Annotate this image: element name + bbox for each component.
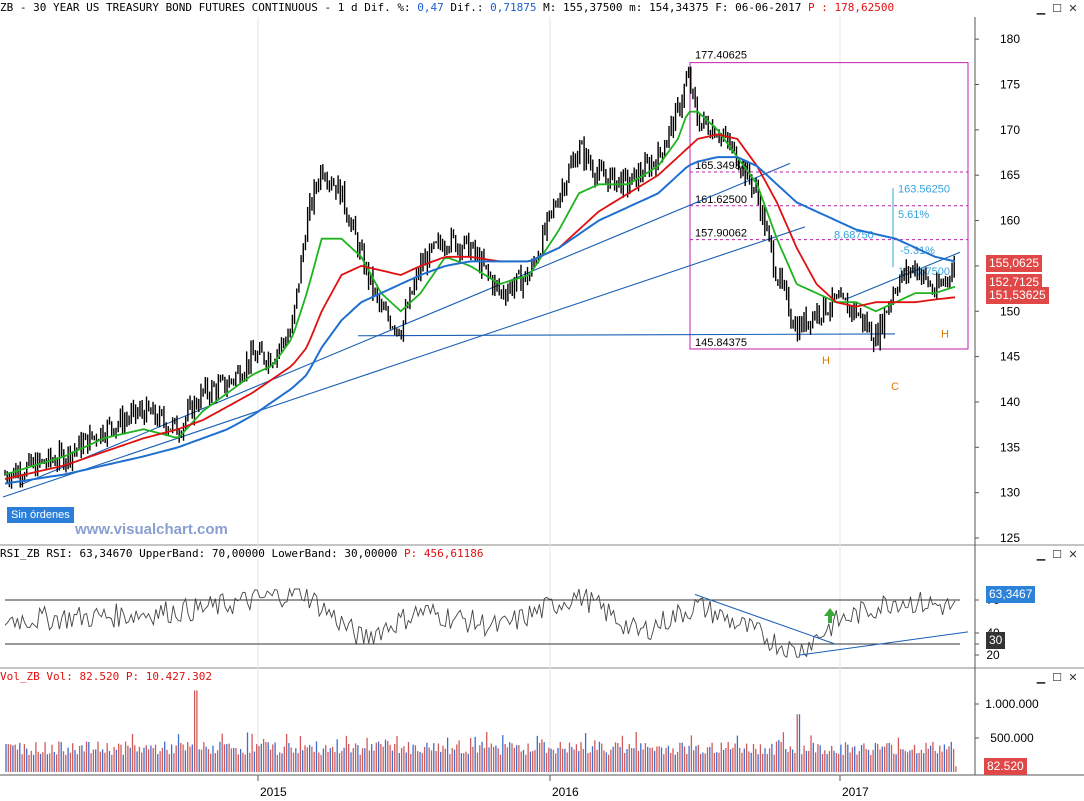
- red-ma-badge: 151,53625: [986, 287, 1049, 304]
- up-arrow-icon: [824, 608, 836, 623]
- header-p: 178,62500: [834, 1, 895, 14]
- y-tick-label: 145: [1000, 350, 1020, 364]
- support-line: [357, 333, 896, 337]
- y-tick-label: 175: [1000, 78, 1020, 92]
- vol-bars: [5, 690, 957, 772]
- rsi-minimize-icon[interactable]: ▁: [1036, 547, 1046, 561]
- vol-header-text: Vol_ZB Vol: 82.520: [0, 670, 126, 683]
- rsi-maximize-icon[interactable]: ☐: [1052, 547, 1062, 561]
- rsi-tick-label: 20: [986, 648, 1000, 662]
- vol-tick-label: 1.000.000: [985, 697, 1039, 711]
- header-max: 155,37500: [562, 1, 623, 14]
- header-p-label: P :: [801, 1, 835, 14]
- y-tick-label: 125: [1000, 531, 1020, 545]
- vol-header: Vol_ZB Vol: 82.520 P: 10.427.302: [0, 669, 1040, 685]
- y-tick-label: 170: [1000, 123, 1020, 137]
- rsi-header-p: P: 456,61186: [403, 547, 484, 560]
- rsi-header: RSI_ZB RSI: 63,34670 UpperBand: 70,00000…: [0, 546, 1040, 562]
- x-tick-label: 2017: [842, 785, 869, 799]
- rsi-line: [4, 587, 956, 658]
- fib-label: 161.62500: [695, 194, 747, 206]
- y-tick-label: 130: [1000, 486, 1020, 500]
- header-min-label: m:: [622, 1, 650, 14]
- annotation-c: C: [891, 381, 899, 393]
- close-icon[interactable]: ✕: [1068, 1, 1078, 15]
- vol-minimize-icon[interactable]: ▁: [1036, 670, 1046, 684]
- ma-green-line: [4, 110, 956, 476]
- y-tick-label: 150: [1000, 304, 1020, 318]
- price-badge: 155,0625: [986, 255, 1043, 272]
- annotation-h1: H: [822, 355, 830, 367]
- vol-badge: 82.520: [984, 758, 1027, 775]
- vol-tick-label: 500.000: [990, 731, 1034, 745]
- y-tick-label: 140: [1000, 395, 1020, 409]
- x-tick-label: 2016: [552, 785, 579, 799]
- annotation-diff: 8.68750: [834, 230, 874, 242]
- x-tick-label: 2015: [260, 785, 287, 799]
- annotation-pct2: -5.31%: [900, 245, 935, 257]
- header-dif: 0,71875: [490, 1, 537, 14]
- rsi-trendline-up: [799, 631, 969, 656]
- vol-maximize-icon[interactable]: ☐: [1052, 670, 1062, 684]
- header-max-label: M:: [536, 1, 563, 14]
- price-header: ZB - 30 YEAR US TREASURY BOND FUTURES CO…: [0, 0, 1040, 16]
- ma-red-line: [4, 133, 956, 480]
- header-prefix: ZB - 30 YEAR US TREASURY BOND FUTURES CO…: [0, 1, 418, 14]
- annotation-low: 145.84375: [695, 337, 747, 349]
- y-tick-label: 165: [1000, 168, 1020, 182]
- rsi-close-icon[interactable]: ✕: [1068, 547, 1078, 561]
- annotation-high: 177.40625: [695, 50, 747, 62]
- trendline-long: [2, 226, 806, 498]
- rsi-badge: 63,3467: [986, 586, 1036, 603]
- vol-header-p: P: 10.427.302: [125, 670, 212, 683]
- annotation-target: 163.56250: [898, 183, 950, 195]
- header-date: 06-06-2017: [735, 1, 802, 14]
- vol-close-icon[interactable]: ✕: [1068, 670, 1078, 684]
- green-ma-badge: 152,7125: [986, 274, 1043, 291]
- y-tick-label: 180: [1000, 32, 1020, 46]
- header-dif-label: Dif.:: [443, 1, 491, 14]
- sin-ordenes-button[interactable]: Sin órdenes: [7, 507, 74, 523]
- y-tick-label: 135: [1000, 440, 1020, 454]
- ma-blue-line: [4, 156, 956, 485]
- minimize-icon[interactable]: ▁: [1036, 1, 1046, 15]
- annotation-pct1: 5.61%: [898, 209, 929, 221]
- header-min: 154,34375: [649, 1, 709, 14]
- rsi-trendline-down: [694, 594, 836, 645]
- header-date-label: F:: [708, 1, 736, 14]
- fib-label: 157.90062: [695, 228, 747, 240]
- watermark: www.visualchart.com: [75, 521, 228, 538]
- annotation-h2: H: [941, 329, 949, 341]
- rsi-header-text: RSI_ZB RSI: 63,34670 UpperBand: 70,00000…: [0, 547, 404, 560]
- fib-label: 165.34938: [695, 160, 747, 172]
- header-dif-pct: 0,47: [417, 1, 444, 14]
- y-tick-label: 160: [1000, 214, 1020, 228]
- price-candles: [4, 66, 955, 489]
- rsi-low-badge: 30: [986, 632, 1006, 649]
- maximize-icon[interactable]: ☐: [1052, 1, 1062, 15]
